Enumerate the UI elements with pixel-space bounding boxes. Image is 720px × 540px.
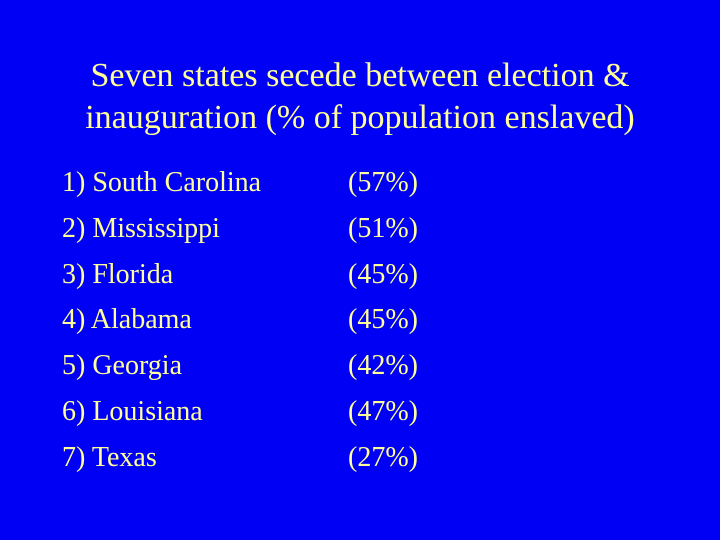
enslaved-percent: (27%) [348, 441, 418, 473]
enslaved-percent: (45%) [348, 258, 418, 290]
state-label: 3) Florida [62, 258, 174, 290]
enslaved-percent: (51%) [348, 212, 418, 244]
state-label: 6) Louisiana [62, 395, 203, 427]
title-line-2: inauguration (% of population enslaved) [85, 99, 635, 136]
list-item: 6) Louisiana (47%) [62, 392, 462, 438]
slide-title: Seven states secede between election & i… [0, 55, 720, 139]
state-label: 2) Mississippi [62, 212, 220, 244]
list-item: 4) Alabama (45%) [62, 300, 462, 346]
state-label: 7) Texas [62, 441, 157, 473]
enslaved-percent: (57%) [348, 167, 418, 198]
list-item: 5) Georgia (42%) [62, 346, 462, 392]
enslaved-percent: (42%) [348, 350, 418, 382]
state-label: 4) Alabama [62, 304, 192, 336]
list-item: 2) Mississippi (51%) [62, 209, 462, 255]
list-item: 7) Texas (27%) [62, 438, 462, 484]
enslaved-percent: (47%) [348, 395, 418, 427]
list-item: 1) South Carolina (57%) [62, 163, 462, 209]
title-line-1: Seven states secede between election & [90, 57, 630, 94]
seceded-states-list: 1) South Carolina (57%) 2) Mississippi (… [62, 163, 462, 484]
list-item: 3) Florida (45%) [62, 255, 462, 301]
enslaved-percent: (45%) [348, 304, 418, 336]
state-label: 1) South Carolina [62, 167, 262, 198]
state-label: 5) Georgia [62, 350, 182, 382]
